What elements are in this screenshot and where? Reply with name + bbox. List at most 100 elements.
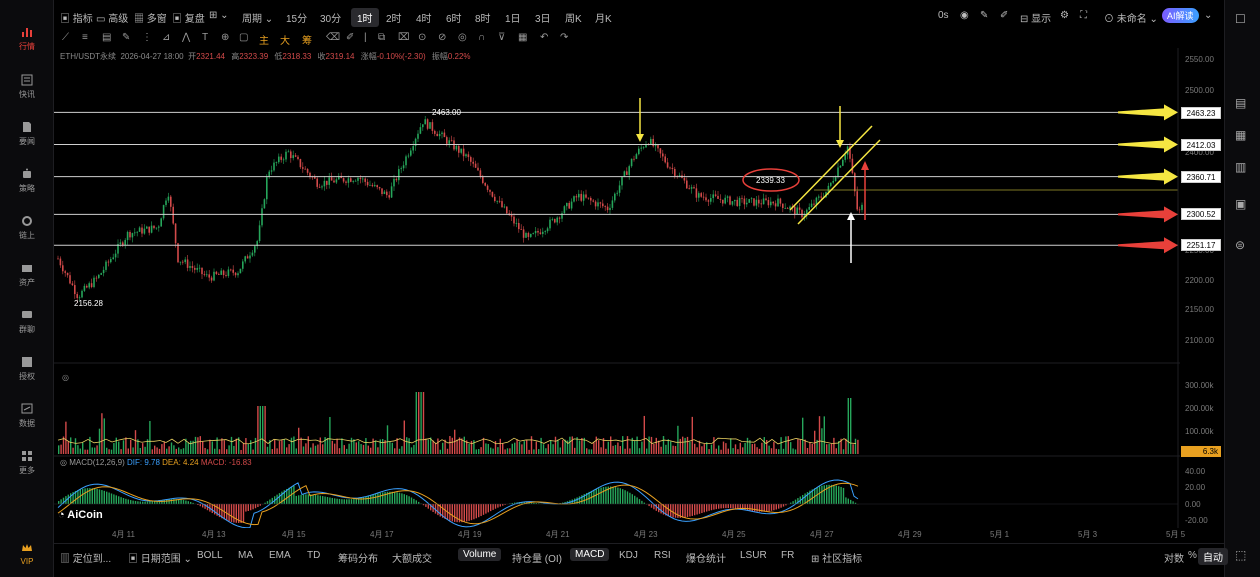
tf-1d[interactable]: 1日	[505, 14, 521, 25]
main-tool[interactable]: 主	[259, 36, 269, 47]
brush-tool-icon[interactable]: ✎	[122, 32, 131, 43]
expand-icon[interactable]: ⬚	[1235, 548, 1247, 562]
sub-volume[interactable]: Volume	[458, 548, 502, 561]
fullscreen-icon[interactable]: ⛶	[1080, 10, 1087, 21]
edit-icon[interactable]: ✐	[1000, 10, 1009, 21]
indicator-ema[interactable]: EMA	[269, 550, 291, 561]
ruler-icon[interactable]: ⌧	[398, 32, 410, 43]
tf-6h[interactable]: 6时	[446, 14, 462, 25]
pen-icon[interactable]: ✐	[346, 32, 355, 43]
list-icon[interactable]: ▤	[1235, 96, 1247, 110]
auto-toggle[interactable]: 自动	[1198, 548, 1228, 565]
tf-1h[interactable]: 1时	[351, 8, 379, 27]
redo-icon[interactable]: ↷	[560, 32, 569, 43]
gann-tool-icon[interactable]: ⊿	[162, 32, 171, 43]
chevron-down-icon[interactable]: ⌄	[1204, 10, 1213, 21]
volume-settings-icon[interactable]: ◎	[62, 373, 69, 382]
sidebar-item-vip[interactable]: VIP	[0, 538, 54, 577]
indicator-large-trade[interactable]: 大额成交	[392, 554, 432, 565]
magnet-icon[interactable]: ∩	[478, 32, 486, 43]
indicator-ma[interactable]: MA	[238, 550, 253, 561]
advanced-button[interactable]: ▭ 高级	[96, 14, 129, 25]
sidebar-item-strategy[interactable]: 策略	[0, 164, 54, 204]
tf-1w[interactable]: 周K	[565, 14, 582, 25]
channel-lower-line[interactable]	[797, 139, 881, 225]
sub-rsi[interactable]: RSI	[654, 550, 671, 561]
sidebar-item-authorize[interactable]: 授权	[0, 352, 54, 392]
tf-15m[interactable]: 15分	[286, 14, 308, 25]
line-tool-icon[interactable]: ⟋	[62, 32, 69, 43]
undo-icon[interactable]: ↶	[540, 32, 549, 43]
camera-icon[interactable]: ◉	[960, 10, 969, 21]
sidebar-item-more[interactable]: 更多	[0, 446, 54, 486]
ai-interpret-button[interactable]: AI解读	[1162, 8, 1199, 23]
template-dropdown[interactable]: ⊙ 未命名 ⌄	[1104, 14, 1158, 25]
log-toggle[interactable]: 对数	[1164, 554, 1184, 565]
lock-icon[interactable]: ⊘	[438, 32, 447, 43]
note-tool-icon[interactable]: ▢	[239, 32, 249, 43]
zoom-icon[interactable]: ⊙	[418, 32, 427, 43]
price-level-tag[interactable]: 2300.52	[1181, 208, 1221, 220]
indicators-button[interactable]: ▣ 指标	[60, 14, 93, 25]
highlight-ellipse[interactable]	[742, 168, 800, 192]
sub-macd[interactable]: MACD	[570, 548, 610, 561]
locate-button[interactable]: ▥ 定位到...	[60, 554, 112, 565]
tf-3d[interactable]: 3日	[535, 14, 551, 25]
indicator-chip[interactable]: 筹码分布	[338, 554, 378, 565]
sub-oi[interactable]: 持仓量 (OI)	[512, 554, 562, 565]
sub-lsur[interactable]: LSUR	[740, 550, 767, 561]
price-chart[interactable]: 2463.00 2156.28 2339.33 ◎	[54, 48, 1180, 528]
macd-settings-icon[interactable]: ◎	[60, 458, 70, 467]
channel-tool-icon[interactable]: ▤	[102, 32, 112, 43]
pencil-icon[interactable]: ✎	[980, 10, 989, 21]
fib-tool-icon[interactable]: ⋮	[142, 32, 152, 43]
tf-2h[interactable]: 2时	[386, 14, 402, 25]
channel-upper-line[interactable]	[789, 125, 873, 211]
price-level-tag[interactable]: 2251.17	[1181, 239, 1221, 251]
minimize-icon[interactable]: ☐	[1235, 12, 1246, 26]
chip-tool[interactable]: 筹	[302, 36, 312, 47]
price-level-tag[interactable]: 2412.03	[1181, 139, 1221, 151]
text-tool-icon[interactable]: T	[202, 32, 209, 43]
grid-icon[interactable]: ▦	[1235, 128, 1247, 142]
price-level-tag[interactable]: 2360.71	[1181, 171, 1221, 183]
sidebar-item-onchain[interactable]: 链上	[0, 211, 54, 251]
sub-liquidation[interactable]: 爆仓统计	[686, 554, 726, 565]
hline-tool-icon[interactable]: ≡	[82, 32, 88, 43]
layers-icon[interactable]: ▥	[1235, 160, 1247, 174]
tf-4h[interactable]: 4时	[416, 14, 432, 25]
settings-icon[interactable]: ⚙	[1060, 10, 1069, 21]
swap-icon[interactable]: ⊜	[1235, 238, 1246, 252]
indicator-td[interactable]: TD	[307, 550, 321, 561]
sub-kdj[interactable]: KDJ	[619, 550, 638, 561]
show-button[interactable]: ⊟ 显示	[1020, 14, 1052, 25]
sub-fr[interactable]: FR	[781, 550, 795, 561]
tf-8h[interactable]: 8时	[475, 14, 491, 25]
pattern-tool-icon[interactable]: ⋀	[182, 32, 191, 43]
replay-button[interactable]: ▣ 复盘	[172, 14, 205, 25]
sidebar-item-chat[interactable]: 群聊	[0, 305, 54, 345]
community-indicators[interactable]: ⊞ 社区指标	[811, 554, 863, 565]
percent-toggle[interactable]: %	[1188, 550, 1197, 561]
sidebar-item-data[interactable]: 数据	[0, 399, 54, 439]
date-range-dropdown[interactable]: ▣ 日期范围 ⌄	[128, 554, 192, 565]
measure-tool-icon[interactable]: ⊕	[221, 32, 230, 43]
robot-icon[interactable]: ▣	[1235, 197, 1247, 211]
tf-1M[interactable]: 月K	[595, 14, 612, 25]
multi-window-button[interactable]: ▦ 多窗	[134, 14, 167, 25]
sidebar-item-news[interactable]: 快讯	[0, 70, 54, 110]
period-dropdown[interactable]: 周期 ⌄	[242, 14, 274, 25]
copy-icon[interactable]: ⧉	[378, 32, 386, 43]
eye-icon[interactable]: ◎	[458, 32, 467, 43]
filter-icon[interactable]: ⊽	[498, 32, 506, 43]
big-tool[interactable]: 大	[280, 36, 290, 47]
indicator-boll[interactable]: BOLL	[197, 550, 223, 561]
layout-button[interactable]: ⊞ ⌄	[209, 10, 229, 21]
grid-tool-icon[interactable]: ▦	[518, 32, 528, 43]
sidebar-item-market[interactable]: 行情	[0, 22, 54, 62]
sidebar-item-headlines[interactable]: 要闻	[0, 117, 54, 157]
sidebar-item-assets[interactable]: 资产	[0, 258, 54, 298]
tf-30m[interactable]: 30分	[320, 14, 342, 25]
price-level-tag[interactable]: 2463.23	[1181, 107, 1221, 119]
trash-icon[interactable]: ⌫	[326, 32, 341, 43]
